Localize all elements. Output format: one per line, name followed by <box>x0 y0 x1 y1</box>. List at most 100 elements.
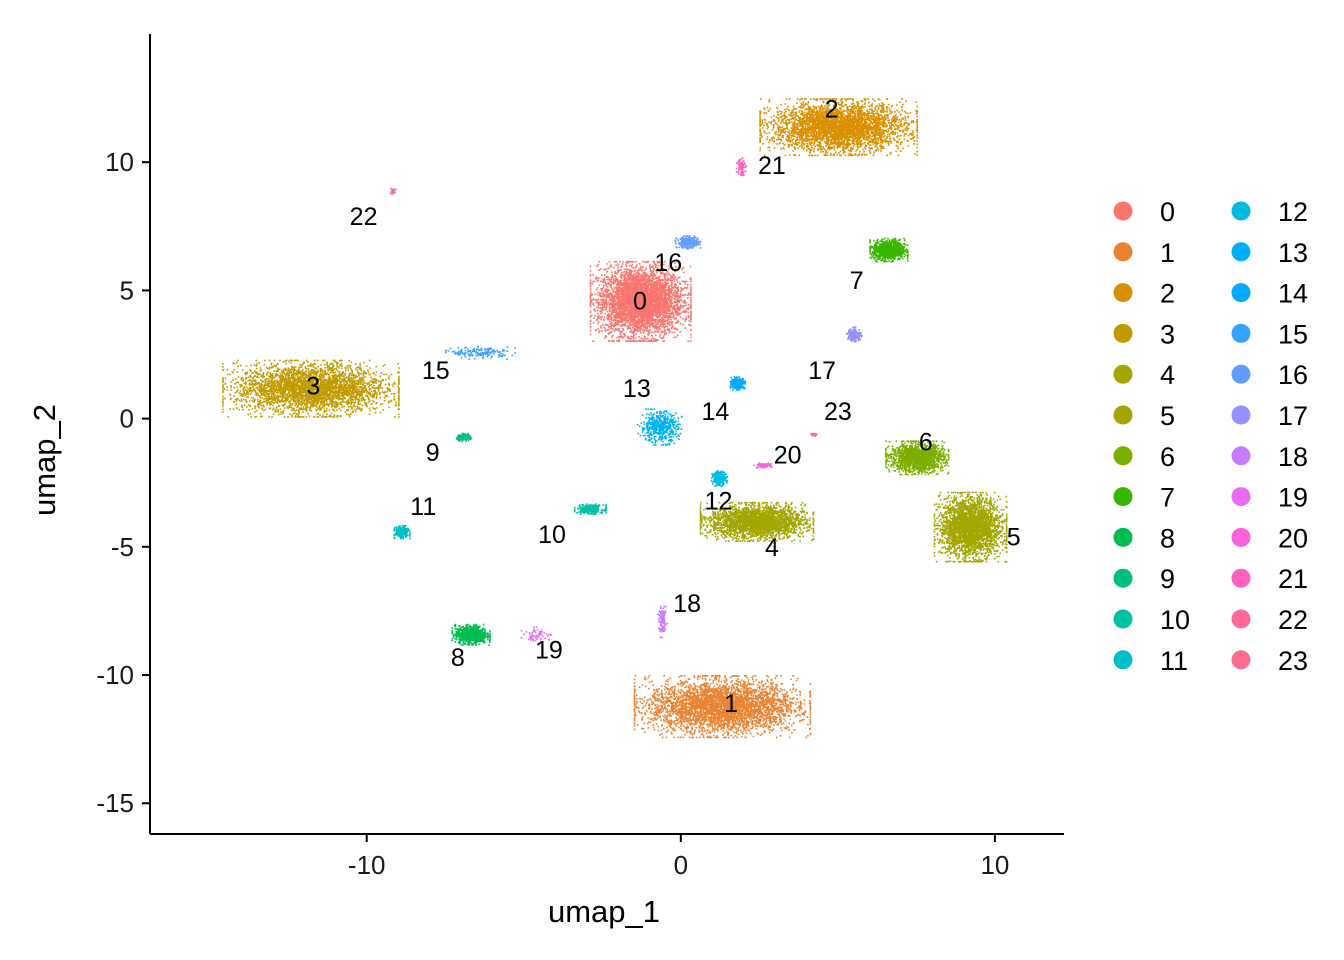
legend-swatch <box>1231 527 1251 547</box>
cluster-15-points <box>445 345 516 360</box>
cluster-4-point-cloud <box>699 501 815 542</box>
legend-swatch <box>1231 568 1251 588</box>
cluster-label-22: 22 <box>350 203 378 231</box>
cluster-label-17: 17 <box>808 357 836 385</box>
y-tick-label: 0 <box>120 404 134 434</box>
points-layer <box>222 98 1008 739</box>
cluster-label-10: 10 <box>538 521 566 549</box>
cluster-8-points <box>451 623 491 646</box>
cluster-7-point-cloud <box>869 237 909 263</box>
y-tick-label: -5 <box>111 532 134 562</box>
legend-swatch <box>1113 283 1133 303</box>
legend-swatch <box>1113 201 1133 221</box>
cluster-label-15: 15 <box>422 357 450 385</box>
cluster-label-7: 7 <box>850 267 864 295</box>
cluster-4-points <box>699 501 815 542</box>
legend-label: 16 <box>1278 360 1308 390</box>
legend-item-15: 15 <box>1231 319 1308 349</box>
legend-swatch <box>1231 323 1251 343</box>
legend-swatch <box>1113 527 1133 547</box>
legend-item-2: 2 <box>1113 279 1175 309</box>
legend-swatch <box>1113 446 1133 466</box>
cluster-5-points <box>933 491 1008 563</box>
legend-label: 6 <box>1160 442 1175 472</box>
legend-label: 19 <box>1278 483 1308 513</box>
cluster-5-point-cloud <box>933 491 1008 563</box>
legend-swatch <box>1231 405 1251 425</box>
legend-label: 2 <box>1160 279 1175 309</box>
cluster-label-14: 14 <box>701 398 729 426</box>
legend-swatch <box>1231 283 1251 303</box>
y-tick-label: -10 <box>96 660 134 690</box>
cluster-18-points <box>657 605 669 639</box>
cluster-label-3: 3 <box>306 372 320 400</box>
legend-label: 20 <box>1278 523 1308 553</box>
legend-swatch <box>1231 609 1251 629</box>
legend-item-17: 17 <box>1231 401 1308 431</box>
cluster-18-point-cloud <box>657 605 669 639</box>
legend-label: 4 <box>1160 360 1175 390</box>
legend-label: 13 <box>1278 238 1308 268</box>
legend-label: 1 <box>1160 238 1175 268</box>
cluster-20-points <box>753 462 773 469</box>
cluster-label-1: 1 <box>724 690 738 718</box>
legend-label: 9 <box>1160 564 1175 594</box>
cluster-label-16: 16 <box>654 249 682 277</box>
cluster-12-point-cloud <box>710 469 728 487</box>
legend-label: 12 <box>1278 197 1308 227</box>
cluster-21-point-cloud <box>735 157 747 177</box>
legend-swatch <box>1113 609 1133 629</box>
cluster-2-points <box>759 98 918 157</box>
legend-swatch <box>1113 568 1133 588</box>
cluster-label-11: 11 <box>410 493 436 521</box>
cluster-15-point-cloud <box>445 345 516 360</box>
x-axis-title: umap_1 <box>548 894 660 929</box>
legend-label: 8 <box>1160 523 1175 553</box>
cluster-17-point-cloud <box>845 326 863 343</box>
legend-swatch <box>1113 323 1133 343</box>
cluster-label-13: 13 <box>623 375 651 403</box>
cluster-label-0: 0 <box>633 288 647 316</box>
cluster-label-8: 8 <box>451 644 465 672</box>
cluster-14-points <box>729 376 746 391</box>
cluster-21-points <box>735 157 747 177</box>
cluster-9-points <box>456 432 472 442</box>
legend-label: 23 <box>1278 646 1308 676</box>
x-tick-label: 10 <box>980 850 1009 880</box>
cluster-16-points <box>674 235 702 250</box>
legend-item-9: 9 <box>1113 564 1175 594</box>
legend-item-0: 0 <box>1113 197 1175 227</box>
cluster-3-points <box>222 359 400 418</box>
cluster-8-point-cloud <box>451 623 491 646</box>
cluster-label-12: 12 <box>705 488 733 516</box>
cluster-9-point-cloud <box>456 432 472 442</box>
y-tick-label: 5 <box>120 275 134 305</box>
cluster-label-18: 18 <box>673 590 701 618</box>
cluster-label-21: 21 <box>758 152 786 180</box>
legend-label: 17 <box>1278 401 1308 431</box>
legend-label: 3 <box>1160 319 1175 349</box>
cluster-20-point-cloud <box>753 462 773 469</box>
cluster-0-point-cloud <box>589 260 692 342</box>
cluster-6-points <box>885 440 950 476</box>
cluster-16-point-cloud <box>674 235 702 250</box>
legend-swatch <box>1113 650 1133 670</box>
legend-item-16: 16 <box>1231 360 1308 390</box>
cluster-23-points <box>810 432 818 437</box>
cluster-label-6: 6 <box>919 429 933 457</box>
cluster-6-point-cloud <box>885 440 950 476</box>
legend-item-4: 4 <box>1113 360 1175 390</box>
cluster-14-point-cloud <box>729 376 746 391</box>
cluster-3-point-cloud <box>222 359 400 418</box>
legend-swatch <box>1113 242 1133 262</box>
y-axis-title: umap_2 <box>27 404 62 516</box>
cluster-17-points <box>845 326 863 343</box>
cluster-1-point-cloud <box>633 675 812 739</box>
legend-item-8: 8 <box>1113 523 1175 553</box>
legend-label: 18 <box>1278 442 1308 472</box>
